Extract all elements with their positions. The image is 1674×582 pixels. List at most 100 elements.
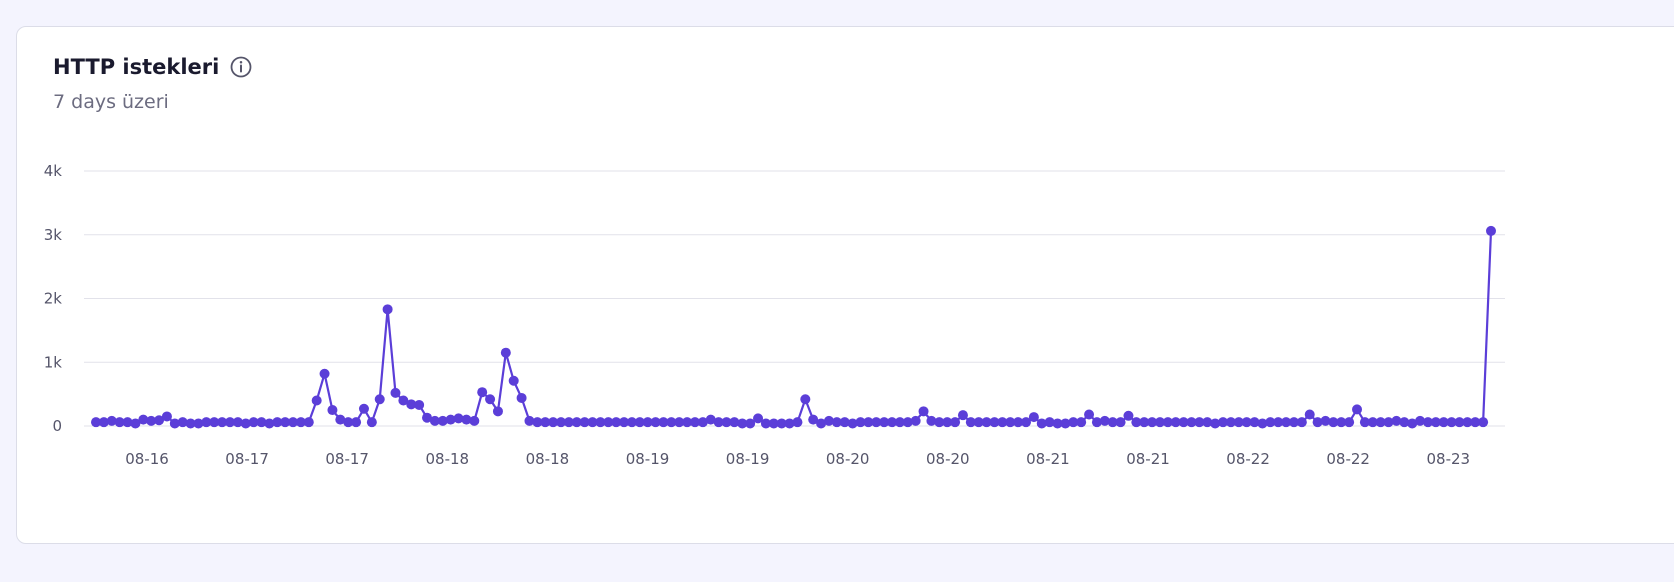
data-point[interactable] [248,417,259,428]
data-point[interactable] [1470,417,1481,428]
data-point[interactable] [280,417,291,428]
data-point[interactable] [1218,417,1229,428]
data-point[interactable] [760,418,771,429]
data-point[interactable] [587,417,598,428]
data-point[interactable] [1399,417,1410,428]
data-point[interactable] [729,417,740,428]
data-point[interactable] [1383,417,1394,428]
data-point[interactable] [1415,415,1426,426]
data-point[interactable] [98,417,109,428]
data-point[interactable] [469,415,480,426]
data-point[interactable] [209,417,220,428]
data-point[interactable] [508,375,519,386]
data-point[interactable] [902,417,913,428]
data-point[interactable] [146,415,157,426]
data-point[interactable] [185,418,196,429]
data-point[interactable] [784,418,795,429]
data-point[interactable] [492,406,503,417]
data-point[interactable] [737,418,748,429]
data-point[interactable] [217,417,228,428]
data-point[interactable] [855,417,866,428]
data-point[interactable] [232,417,243,428]
data-point[interactable] [721,417,732,428]
data-point[interactable] [863,417,874,428]
data-point[interactable] [1060,418,1071,429]
data-point[interactable] [303,417,314,428]
data-point[interactable] [831,417,842,428]
data-point[interactable] [571,417,582,428]
data-point[interactable] [776,418,787,429]
data-point[interactable] [1107,417,1118,428]
data-point[interactable] [713,417,724,428]
data-point[interactable] [1446,417,1457,428]
data-point[interactable] [1139,417,1150,428]
data-point[interactable] [453,413,464,424]
data-point[interactable] [1076,417,1087,428]
data-point[interactable] [1225,417,1236,428]
data-point[interactable] [311,395,322,406]
data-point[interactable] [642,417,653,428]
data-point[interactable] [1359,417,1370,428]
data-point[interactable] [548,417,559,428]
data-point[interactable] [619,417,630,428]
data-point[interactable] [1052,418,1063,429]
data-point[interactable] [1422,417,1433,428]
data-point[interactable] [1312,417,1323,428]
data-point[interactable] [1438,417,1449,428]
data-point[interactable] [823,415,834,426]
data-point[interactable] [193,418,204,429]
data-point[interactable] [138,414,149,425]
data-point[interactable] [1304,409,1315,420]
data-point[interactable] [1320,415,1331,426]
data-point[interactable] [1091,417,1102,428]
data-point[interactable] [1257,418,1268,429]
data-point[interactable] [1336,417,1347,428]
data-point[interactable] [1147,417,1158,428]
data-point[interactable] [595,417,606,428]
data-point[interactable] [1241,417,1252,428]
data-point[interactable] [1170,417,1181,428]
data-point[interactable] [682,417,693,428]
data-point[interactable] [1328,417,1339,428]
data-point[interactable] [516,392,527,403]
data-point[interactable] [1478,417,1489,428]
data-point[interactable] [981,417,992,428]
data-point[interactable] [689,417,700,428]
data-point[interactable] [603,417,614,428]
data-point[interactable] [1044,417,1055,428]
data-point[interactable] [674,417,685,428]
data-point[interactable] [422,412,433,423]
data-point[interactable] [445,414,456,425]
data-point[interactable] [950,417,961,428]
data-point[interactable] [1486,225,1496,236]
data-point[interactable] [437,415,448,426]
data-point[interactable] [1344,417,1355,428]
data-point[interactable] [540,417,551,428]
data-point[interactable] [91,417,101,428]
data-point[interactable] [1131,417,1142,428]
data-point[interactable] [1288,417,1299,428]
data-point[interactable] [579,417,590,428]
data-point[interactable] [918,406,929,417]
data-point[interactable] [1115,417,1126,428]
data-point[interactable] [1021,417,1031,428]
data-point[interactable] [1375,417,1386,428]
data-point[interactable] [351,417,362,428]
data-point[interactable] [926,415,937,426]
data-point[interactable] [406,399,417,410]
data-point[interactable] [1028,412,1039,423]
data-point[interactable] [1273,417,1284,428]
data-point[interactable] [658,417,669,428]
data-point[interactable] [934,417,945,428]
data-point[interactable] [169,418,180,429]
data-point[interactable] [745,418,756,429]
data-point[interactable] [1367,417,1378,428]
data-point[interactable] [894,417,905,428]
data-point[interactable] [366,417,377,428]
data-point[interactable] [500,347,511,358]
data-point[interactable] [201,417,212,428]
data-point[interactable] [319,368,330,379]
data-point[interactable] [240,418,251,429]
data-point[interactable] [1430,417,1441,428]
data-point[interactable] [942,417,953,428]
